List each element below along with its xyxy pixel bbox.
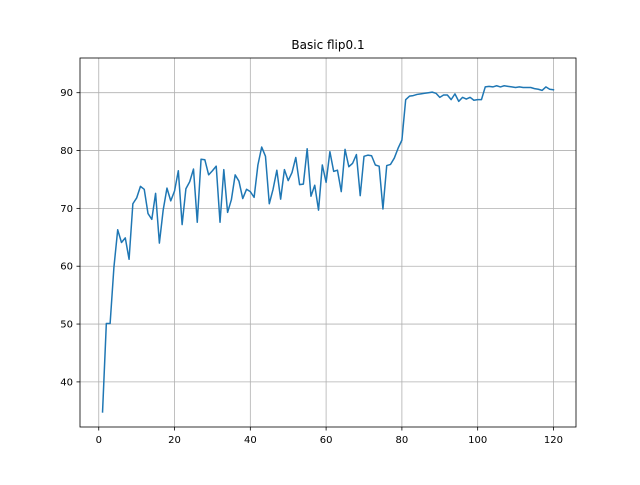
x-tick-label: 120 [544, 435, 563, 446]
y-tick-label: 60 [60, 262, 73, 273]
y-tick-label: 50 [60, 320, 73, 331]
x-tick-label: 20 [168, 435, 181, 446]
x-tick-label: 100 [468, 435, 487, 446]
plot-lines [101, 85, 555, 413]
axis-ticks: 0 20 40 60 80 100 120 40 50 60 70 80 90 [60, 88, 563, 446]
series-line [101, 85, 555, 413]
x-tick-label: 60 [320, 435, 333, 446]
plot-frame [79, 57, 577, 428]
y-tick-label: 90 [60, 88, 73, 99]
chart-title: Basic flip0.1 [291, 38, 364, 52]
x-tick-label: 80 [396, 435, 409, 446]
grid [80, 58, 576, 427]
y-tick-label: 70 [60, 204, 73, 215]
x-tick-label: 40 [244, 435, 257, 446]
y-tick-label: 40 [60, 377, 73, 388]
y-tick-label: 80 [60, 146, 73, 157]
x-tick-label: 0 [96, 435, 102, 446]
